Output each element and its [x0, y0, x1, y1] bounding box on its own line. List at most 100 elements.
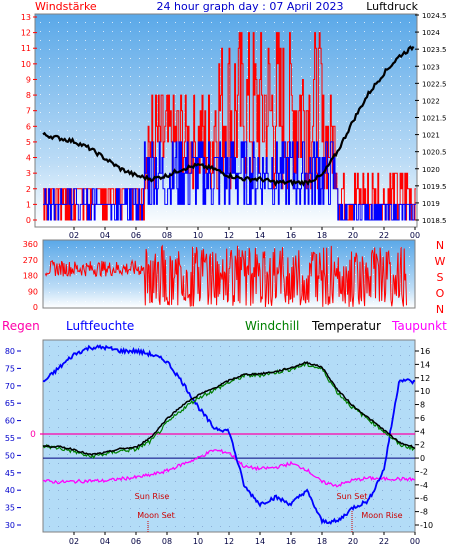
- dewpoint-series: [42, 448, 416, 488]
- temp-x-tick: 12: [224, 537, 234, 546]
- wind-y-tick: 5: [26, 138, 31, 147]
- temp-series: [40, 344, 416, 525]
- humidity-y-tick: 80: [5, 347, 15, 356]
- temperature-series: [42, 361, 416, 456]
- wind-x-tick: 14: [255, 231, 265, 240]
- temperature-y-tick: 6: [420, 414, 425, 423]
- wind-y-tick: 1: [26, 200, 31, 209]
- temperature-y-tick: 2: [420, 441, 425, 450]
- pressure-y-tick: 1021.5: [422, 115, 447, 123]
- compass-label: O: [436, 287, 445, 300]
- wind-x-tick: 20: [348, 231, 358, 240]
- wind-x-axis: 02 04 06 08 10 12 14 16 18 20 22 00: [69, 227, 420, 240]
- sun-set-annotation: Sun Set: [337, 492, 368, 501]
- temp-x-tick: 20: [348, 537, 358, 546]
- temp-x-tick: 10: [193, 537, 203, 546]
- pressure-y-axis: 1018.5 1019 1019.5 1020 1020.5 1021 1021.5 1022…: [415, 12, 447, 225]
- temp-x-tick: 02: [69, 537, 79, 546]
- legend-taupunkt: Taupunkt: [391, 319, 447, 333]
- pressure-y-tick: 1022.5: [422, 80, 447, 88]
- wind-y-tick: 12: [21, 29, 31, 38]
- pressure-series: [42, 45, 415, 187]
- humidity-y-tick: 60: [5, 417, 15, 426]
- legend-luftfeuchte: Luftfeuchte: [66, 319, 134, 333]
- wind-y-tick: 0: [26, 216, 31, 225]
- compass-label: S: [437, 271, 444, 284]
- direction-y-tick: 180: [23, 272, 38, 281]
- avg-wind-series: [43, 141, 416, 221]
- humidity-y-tick: 70: [5, 382, 15, 391]
- temp-x-axis: 02 04 06 08 10 12 14 16 18 20 22 00: [69, 532, 420, 546]
- temp-x-tick: 06: [131, 537, 141, 546]
- wind-x-tick: 08: [162, 231, 172, 240]
- windchill-series: [42, 361, 416, 460]
- temp-x-tick: 08: [162, 537, 172, 546]
- direction-y-tick: 90: [28, 287, 38, 296]
- compass-label: N: [436, 239, 444, 252]
- pressure-y-tick: 1019: [422, 200, 440, 208]
- temp-x-tick: 18: [317, 537, 327, 546]
- wind-y-tick: 2: [26, 185, 31, 194]
- temperature-y-tick: 14: [420, 360, 430, 369]
- temperature-y-tick: 4: [420, 427, 425, 436]
- wind-x-tick: 04: [100, 231, 110, 240]
- temperature-y-tick: 12: [420, 374, 430, 383]
- wind-y-tick: 7: [26, 107, 31, 116]
- humidity-y-tick: 55: [5, 434, 15, 443]
- pressure-y-tick: 1018.5: [422, 217, 447, 225]
- temperature-y-tick: -4: [420, 481, 428, 490]
- temp-x-tick: 14: [255, 537, 265, 546]
- sun-rise-annotation: Sun Rise: [135, 492, 170, 501]
- wind-x-tick: 18: [317, 231, 327, 240]
- direction-series: [44, 244, 407, 308]
- direction-y-tick: 360: [23, 240, 38, 249]
- wind-y-tick: 6: [26, 122, 31, 131]
- wind-y-tick: 13: [21, 13, 31, 22]
- wind-x-tick: 10: [193, 231, 203, 240]
- humidity-series: [42, 344, 416, 525]
- temp-panel-dots: [43, 340, 415, 532]
- gust-series: [43, 32, 416, 221]
- wind-x-tick: 06: [131, 231, 141, 240]
- compass-label: W: [435, 255, 446, 268]
- rain-zero-label: 0: [30, 430, 36, 440]
- wind-y-tick: 9: [26, 75, 31, 84]
- direction-y-axis: 0 90 180 270 360: [23, 240, 38, 312]
- wind-x-tick: 02: [69, 231, 79, 240]
- wind-y-tick: 8: [26, 91, 31, 100]
- temperature-y-axis: -10 -8 -6 -4 -2 0 2 4 6 8 10 12 14 16: [415, 347, 433, 530]
- chart-title: 24 hour graph day : 07 April 2023: [157, 0, 344, 13]
- temp-x-tick: 04: [100, 537, 110, 546]
- pressure-y-tick: 1024.5: [422, 12, 447, 20]
- humidity-y-tick: 65: [5, 399, 15, 408]
- compass-label: N: [436, 303, 444, 316]
- pressure-y-tick: 1024: [422, 29, 440, 37]
- wind-y-tick: 10: [21, 60, 31, 69]
- humidity-y-axis: 30 35 40 45 50 55 60 65 70 75 80: [5, 347, 21, 530]
- temperature-y-tick: 8: [420, 401, 425, 410]
- wind-y-tick: 3: [26, 169, 31, 178]
- direction-series: [44, 244, 407, 308]
- legend-temperatur: Temperatur: [311, 319, 381, 333]
- temperature-y-tick: -8: [420, 508, 428, 517]
- wind-y-tick: 11: [21, 44, 31, 53]
- pressure-y-tick: 1022: [422, 97, 440, 105]
- temp-x-tick: 00: [410, 537, 420, 546]
- pressure-y-tick: 1019.5: [422, 183, 447, 191]
- humidity-y-tick: 40: [5, 486, 15, 495]
- wind-series: [42, 32, 416, 221]
- wind-x-tick: 00: [410, 231, 420, 240]
- wind-y-tick: 4: [26, 154, 31, 163]
- moon-rise-annotation: Moon Rise: [361, 511, 402, 520]
- temperature-y-tick: 16: [420, 347, 430, 356]
- legend-regen: Regen: [2, 319, 40, 333]
- humidity-y-tick: 75: [5, 364, 15, 373]
- wind-x-tick: 22: [379, 231, 389, 240]
- temperature-y-tick: 0: [420, 454, 425, 463]
